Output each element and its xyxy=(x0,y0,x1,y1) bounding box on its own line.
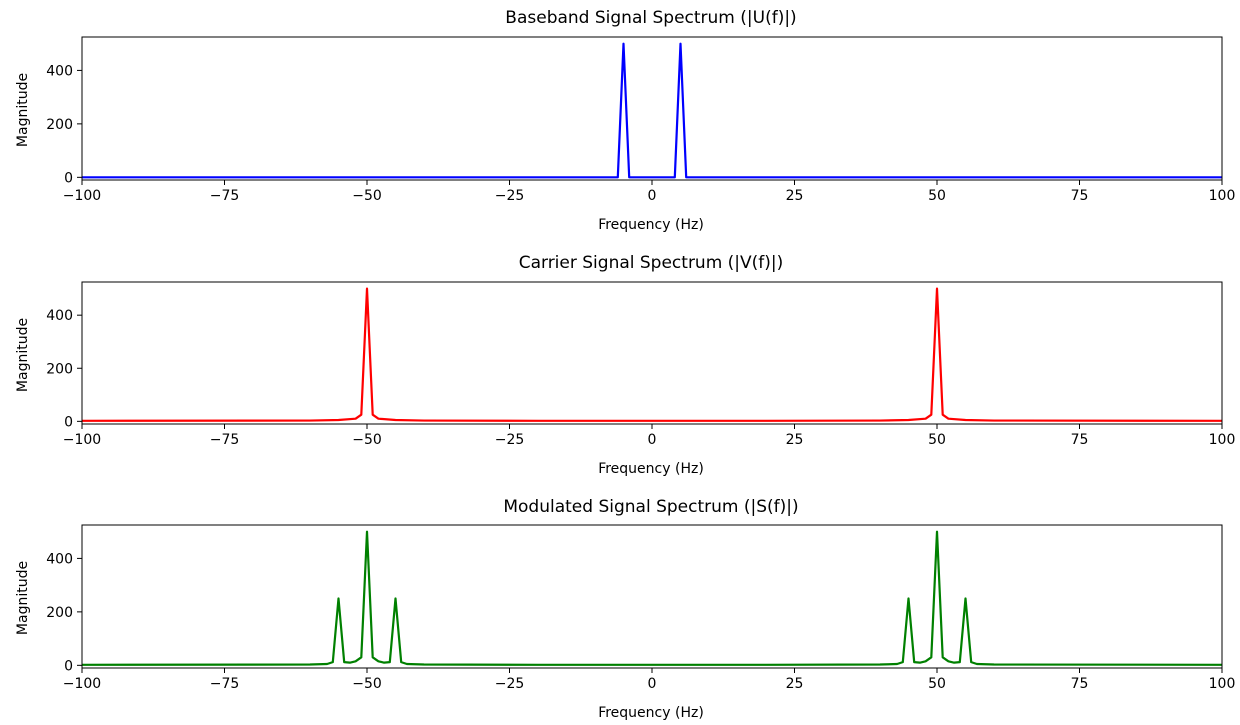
carrier-spectrum-ytick-label: 400 xyxy=(46,308,73,324)
modulated-spectrum-ytick-label: 0 xyxy=(64,658,73,674)
baseband-spectrum-xlabel: Frequency (Hz) xyxy=(598,217,704,233)
carrier-spectrum-frame xyxy=(81,281,1223,425)
modulated-spectrum-ylabel: Magnitude xyxy=(15,561,31,635)
carrier-spectrum-line xyxy=(81,287,1223,422)
baseband-spectrum-ylabel: Magnitude xyxy=(15,73,31,147)
carrier-spectrum-xlabel: Frequency (Hz) xyxy=(598,461,704,477)
modulated-spectrum-xtick-label: −50 xyxy=(352,676,382,692)
carrier-spectrum-xtick-label: −75 xyxy=(210,432,240,448)
baseband-spectrum-xtick-label: −75 xyxy=(210,188,240,204)
baseband-spectrum-ticks: −100 −75 −50 −25 0 25 50 75 100 0 200 400 xyxy=(46,63,1235,204)
baseband-spectrum-xtick-label: 100 xyxy=(1209,188,1236,204)
baseband-spectrum-ytick-label: 0 xyxy=(64,170,73,186)
carrier-spectrum-xtick-label: 100 xyxy=(1209,432,1236,448)
modulated-spectrum-xlabel: Frequency (Hz) xyxy=(598,705,704,721)
modulated-spectrum-panel: Modulated Signal Spectrum (|S(f)|) Magni… xyxy=(15,497,1235,721)
modulated-spectrum-xtick-label: 75 xyxy=(1071,676,1089,692)
modulated-spectrum-xtick-label: 100 xyxy=(1209,676,1236,692)
modulated-spectrum-line xyxy=(81,530,1223,666)
modulated-spectrum-ticks: −100 −75 −50 −25 0 25 50 75 100 0 200 400 xyxy=(46,551,1235,692)
modulated-spectrum-frame xyxy=(81,524,1223,669)
carrier-spectrum-ylabel: Magnitude xyxy=(15,318,31,392)
carrier-spectrum-ytick-label: 0 xyxy=(64,414,73,430)
carrier-spectrum-panel: Carrier Signal Spectrum (|V(f)|) Magnitu… xyxy=(15,253,1235,477)
carrier-spectrum-ytick-label: 200 xyxy=(46,361,73,377)
modulated-spectrum-xtick-label: −25 xyxy=(495,676,525,692)
modulated-spectrum-xtick-label: 0 xyxy=(648,676,657,692)
carrier-spectrum-ticks: −100 −75 −50 −25 0 25 50 75 100 0 200 400 xyxy=(46,308,1235,448)
carrier-spectrum-xtick-label: 75 xyxy=(1071,432,1089,448)
modulated-spectrum-xtick-label: 50 xyxy=(928,676,946,692)
baseband-spectrum-frame xyxy=(81,36,1223,181)
modulated-spectrum-xtick-label: 25 xyxy=(786,676,804,692)
modulated-spectrum-ytick-label: 400 xyxy=(46,551,73,567)
carrier-spectrum-xtick-label: −100 xyxy=(63,432,101,448)
carrier-spectrum-xtick-label: −50 xyxy=(352,432,382,448)
modulated-spectrum-xtick-label: −75 xyxy=(210,676,240,692)
baseband-spectrum-ytick-label: 400 xyxy=(46,63,73,79)
baseband-spectrum-ytick-label: 200 xyxy=(46,117,73,133)
baseband-spectrum-xtick-label: 75 xyxy=(1071,188,1089,204)
carrier-spectrum-xtick-label: −25 xyxy=(495,432,525,448)
baseband-spectrum-line xyxy=(82,42,1222,179)
baseband-spectrum-xtick-label: −100 xyxy=(63,188,101,204)
baseband-spectrum-xtick-label: 0 xyxy=(648,188,657,204)
baseband-spectrum-xtick-label: 50 xyxy=(928,188,946,204)
modulated-spectrum-ytick-label: 200 xyxy=(46,605,73,621)
baseband-spectrum-xtick-label: 25 xyxy=(786,188,804,204)
carrier-spectrum-title: Carrier Signal Spectrum (|V(f)|) xyxy=(519,253,784,273)
modulated-spectrum-title: Modulated Signal Spectrum (|S(f)|) xyxy=(503,497,798,517)
baseband-spectrum-xtick-label: −25 xyxy=(495,188,525,204)
baseband-spectrum-xtick-label: −50 xyxy=(352,188,382,204)
carrier-spectrum-xtick-label: 50 xyxy=(928,432,946,448)
carrier-spectrum-xtick-label: 25 xyxy=(786,432,804,448)
modulated-spectrum-xtick-label: −100 xyxy=(63,676,101,692)
baseband-spectrum-title: Baseband Signal Spectrum (|U(f)|) xyxy=(505,8,796,28)
carrier-spectrum-xtick-label: 0 xyxy=(648,432,657,448)
baseband-spectrum-panel: Baseband Signal Spectrum (|U(f)|) Magnit… xyxy=(15,8,1235,233)
